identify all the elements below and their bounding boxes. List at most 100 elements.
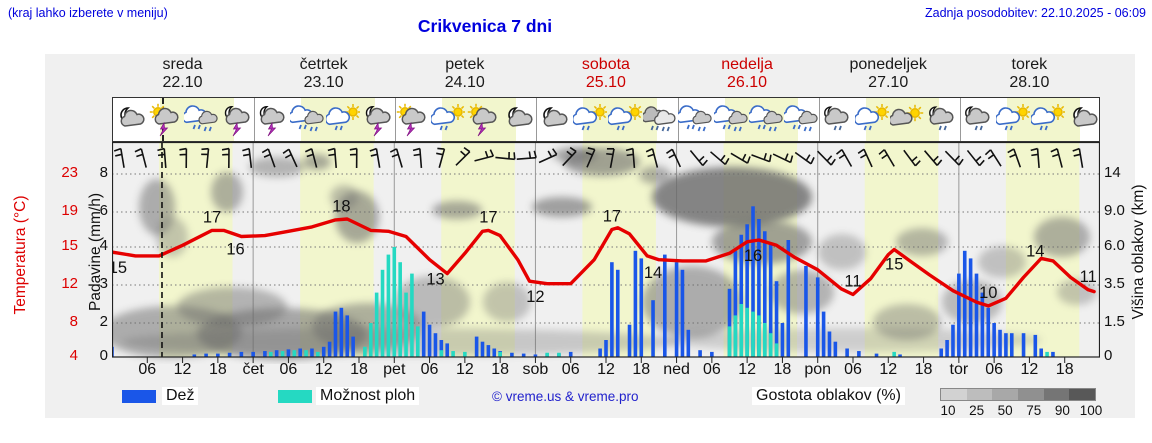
rain-bar [680,269,685,357]
time-axis-label: 18 [208,361,227,378]
time-axis-label: 18 [914,361,933,378]
rain-bar [945,340,949,357]
rain-glyph [803,126,813,132]
lightning-glyph [232,121,241,137]
cloud-density-blob [532,197,592,217]
wind-barb [1030,147,1040,168]
wind-barb [113,147,125,168]
rain-bar [474,336,479,357]
rain-bar [780,323,785,357]
cloud-density-blob [211,172,243,212]
kmtick-label: 6.0 [1104,237,1125,254]
cloud-glyph [824,107,848,125]
rain-icon [746,102,783,138]
mmtick-label: 4 [99,237,108,254]
rain-icon [182,102,219,138]
rain-bar [486,345,491,357]
moon-rain-icon [925,102,959,138]
wind-barb [794,151,815,165]
rain-bar [674,262,679,357]
plot-canvas: 15 17 16 18 13 17 12 17 14 16 11 15 10 14 11 [102,141,1101,363]
wind-barb [495,151,516,161]
rain-sun-icon [324,102,361,138]
rain-glyph [193,124,202,130]
cloud-density-scale-value: 100 [1079,403,1103,418]
day-header-četrtek: četrtek 23.10 [253,56,394,92]
temp-value-label: 15 [885,256,903,274]
wind-barb [304,148,318,168]
wind-barb [436,147,446,168]
cloud-density-scale-segment [1069,389,1096,400]
cloud-glyph [853,107,879,126]
mmtick-label: 3 [99,275,108,292]
cloud-density-blob [652,167,812,227]
day-name: torek [1011,56,1048,73]
rain-sun-icon [571,102,608,138]
day-header-petek: petek 24.10 [394,56,535,92]
rain-bar [968,258,973,357]
rain-sun-icon [853,102,890,138]
shower-bar [463,351,467,357]
rain-bar [427,324,432,357]
wind-barb [666,148,682,168]
time-axis-label: 06 [844,361,862,378]
rain-bar [445,343,450,357]
rain-glyph [974,125,983,131]
rain-bar [1051,351,1055,357]
cloud-density-scale-segment [992,389,1019,400]
showers-legend-swatch [278,390,312,403]
rain-bar [439,340,444,357]
wind-barb [282,148,298,168]
rain-bar [827,331,832,357]
cloud-glyph [654,109,676,126]
day-date: 26.10 [727,74,768,91]
rain-bar [310,348,314,357]
ttick-label: 12 [61,275,78,292]
cloud-glyph [260,107,285,125]
time-axis-label: 12 [738,361,757,378]
cloud-density-blob [642,266,742,338]
wind-barb [710,151,730,166]
shower-bar [751,311,755,357]
wind-barb [412,147,423,168]
wind-barb [817,150,836,166]
rain-bar [327,341,332,357]
wind-barb [1050,148,1063,168]
rain-bar [492,348,497,357]
day-separator [818,98,820,141]
cloud-density-blob [483,282,531,322]
kmtick-label: 9.0 [1104,202,1125,219]
rain-bar [739,234,744,357]
wind-barb [369,147,381,168]
wind-barb [923,150,943,166]
kmtick-label: 1.5 [1104,313,1125,330]
ttick-label: 8 [69,313,78,330]
rain-glyph [939,125,948,131]
cloud-glyph [965,107,990,125]
cloud-density-scale-value: 90 [1054,403,1070,418]
rain-bar [610,262,614,357]
rain-bar [727,288,732,357]
time-axis-label: 06 [702,361,721,378]
shower-bar [268,351,273,357]
rain-glyph [440,125,449,131]
lightning-glyph [159,121,169,137]
temperature-axis-label: Temperatura (°C) [12,195,29,315]
rain-icon [782,102,818,138]
kmtick-label: 0 [1104,347,1113,364]
wind-barb [903,149,921,167]
rain-glyph [661,126,670,132]
cloud-glyph [1073,109,1098,127]
time-axis-label: ned [663,361,690,378]
wind-barb [201,147,210,169]
temp-value-label: 12 [526,288,544,306]
wind-barb [606,148,615,169]
cloud-glyph [728,110,748,125]
cloud-glyph [929,107,954,125]
cloud-density-blob [553,147,597,163]
rain-bar [1009,333,1014,357]
rain-bar [815,277,820,357]
rain-bar [204,353,208,357]
rain-glyph [581,125,590,131]
rain-bar [757,219,761,357]
